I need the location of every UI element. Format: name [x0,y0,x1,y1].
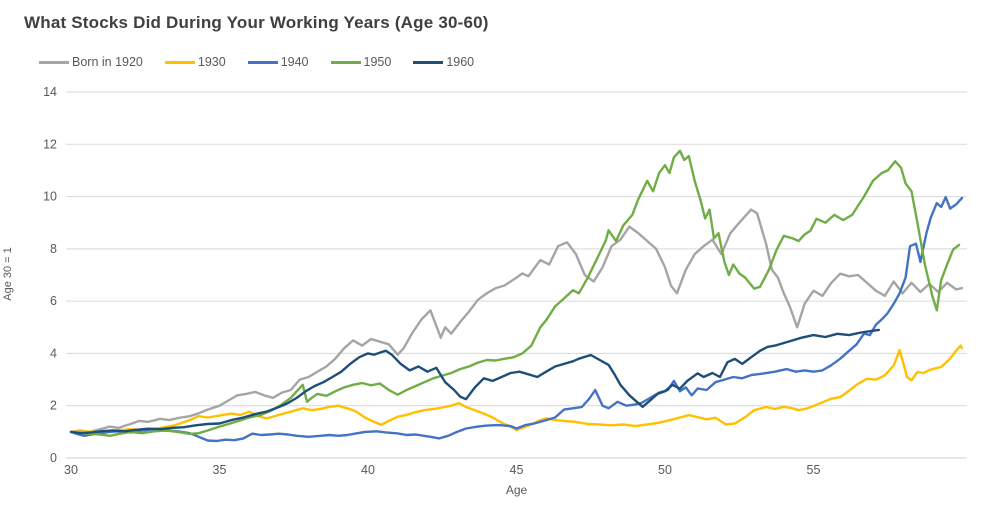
series-line-1930 [69,344,964,434]
chart-legend: Born in 1920 1930 1940 1950 1960 [39,55,496,69]
x-tick-label: 55 [807,463,821,477]
y-axis-title: Age 30 = 1 [2,247,14,301]
legend-label: Born in 1920 [72,55,143,69]
series-line-1940 [69,195,964,443]
y-tick-label: 14 [43,85,57,99]
legend-swatch [330,60,361,64]
y-tick-label: 8 [50,242,57,256]
legend-item-born-in-1920: Born in 1920 [39,55,143,69]
x-tick-label: 30 [64,463,78,477]
chart-title: What Stocks Did During Your Working Year… [24,13,489,32]
series-line-born-in-1920 [69,208,964,434]
legend-item-1930: 1930 [164,55,226,69]
legend-swatch [164,60,195,64]
legend-swatch [413,60,444,64]
y-tick-label: 6 [50,294,57,308]
legend-label: 1940 [280,55,309,69]
legend-swatch [247,60,278,64]
x-tick-label: 35 [213,463,227,477]
x-tick-label: 40 [361,463,375,477]
legend-label: 1950 [363,55,392,69]
x-tick-label: 45 [510,463,524,477]
legend-label: 1930 [197,55,226,69]
y-tick-label: 4 [50,346,57,360]
y-tick-label: 0 [50,451,57,465]
legend-item-1960: 1960 [413,55,474,69]
legend-item-1940: 1940 [247,55,309,69]
y-tick-label: 12 [43,137,57,151]
legend-item-1950: 1950 [330,55,392,69]
x-tick-label: 50 [658,463,672,477]
legend-label: 1960 [446,55,475,69]
series-line-1960 [69,328,880,435]
y-tick-label: 10 [43,190,57,204]
legend-swatch [39,60,69,64]
y-tick-label: 2 [50,399,57,413]
series-line-1950 [69,149,961,437]
x-axis-title: Age [505,483,528,497]
